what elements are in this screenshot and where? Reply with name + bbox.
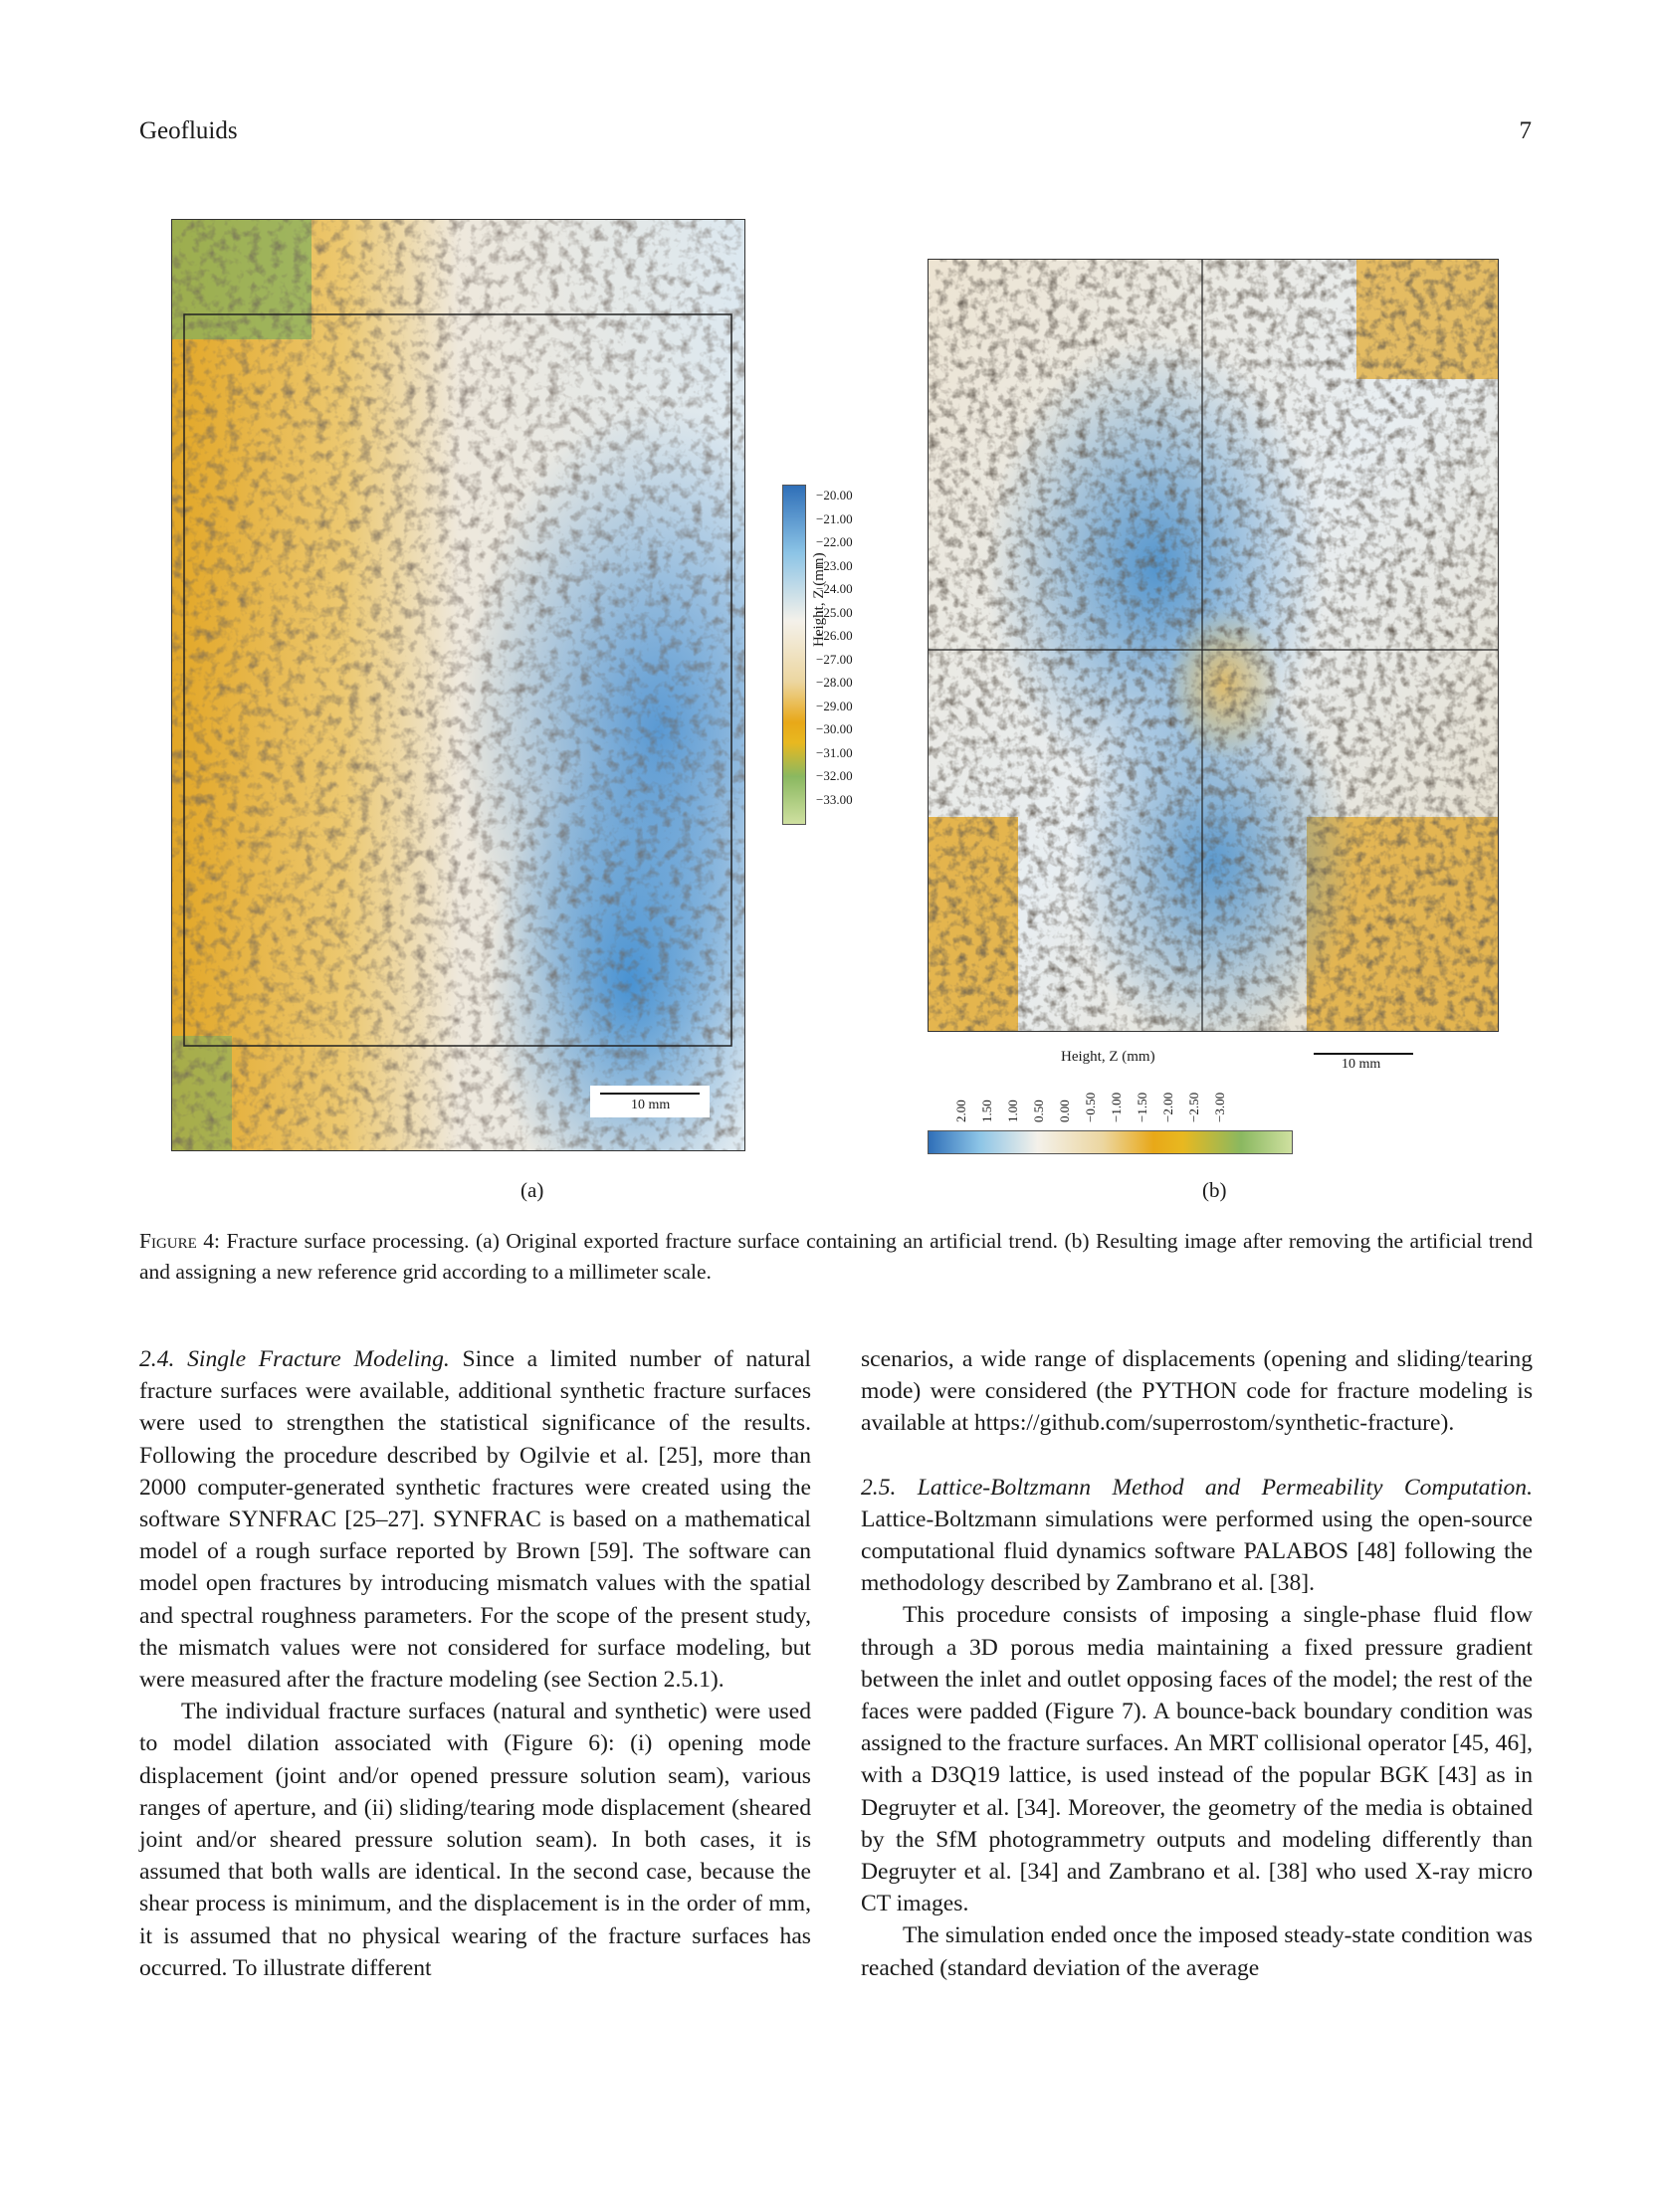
- colorbar-b-tick-label: −3.00: [1212, 1092, 1227, 1122]
- colorbar-a-tick-label: −23.00: [816, 557, 853, 573]
- fracture-surface-image-b: [928, 259, 1499, 1032]
- colorbar-a-tick-label: −20.00: [816, 488, 853, 503]
- figure-caption-label: Figure 4: [139, 1229, 215, 1253]
- section-2-5-paragraph-2: This procedure consists of imposing a si…: [861, 1602, 1533, 1917]
- colorbar-a-tick-label: −29.00: [816, 698, 853, 713]
- colorbar-b-tick-label: 1.50: [979, 1100, 994, 1122]
- colorbar-a-tick-label: −31.00: [816, 744, 853, 760]
- colorbar-a-tick-label: −33.00: [816, 791, 853, 807]
- section-2-4-paragraph-2: The individual fracture surfaces (natura…: [139, 1699, 811, 1981]
- colorbar-b-tick-label: −1.50: [1135, 1092, 1149, 1122]
- section-2-5-heading: 2.5. Lattice-Boltzmann Method and Permea…: [861, 1474, 1533, 1501]
- colorbar-b: [928, 1130, 1293, 1154]
- section-2-4-paragraph-1: Since a limited number of natural fractu…: [139, 1346, 811, 1694]
- left-column: 2.4. Single Fracture Modeling. Since a l…: [139, 1343, 811, 1984]
- scale-bar-label-b: 10 mm: [1342, 1057, 1381, 1072]
- colorbar-b-tick-label: 0.50: [1031, 1100, 1046, 1122]
- colorbar-b-tick-label: −1.00: [1109, 1092, 1124, 1122]
- colorbar-b-title: Height, Z (mm): [1061, 1049, 1155, 1065]
- colorbar-b-tick-label: 0.00: [1057, 1100, 1072, 1122]
- page-number: 7: [1519, 117, 1533, 144]
- section-2-5-paragraph-3: The simulation ended once the imposed st…: [861, 1922, 1533, 1981]
- section-2-4-heading: 2.4. Single Fracture Modeling.: [139, 1346, 450, 1372]
- colorbar-b-tick-label: −2.00: [1160, 1092, 1175, 1122]
- figure-sublabel-b: (b): [1202, 1178, 1227, 1202]
- colorbar-a-tick-label: −21.00: [816, 510, 853, 526]
- colorbar-a-tick-label: −32.00: [816, 768, 853, 783]
- colorbar-a-tick-label: −26.00: [816, 628, 853, 643]
- colorbar-b-tick-label: −0.50: [1083, 1092, 1098, 1122]
- figure-sublabel-a: (a): [520, 1178, 544, 1202]
- section-2-5-paragraph-1: Lattice-Boltzmann simulations were perfo…: [861, 1506, 1533, 1597]
- figure-caption-text: : Fracture surface processing. (a) Origi…: [139, 1229, 1533, 1284]
- right-column: scenarios, a wide range of displacements…: [861, 1343, 1533, 1984]
- scale-bar-label-a: 10 mm: [631, 1098, 671, 1112]
- colorbar-b-tick-label: 1.00: [1005, 1100, 1020, 1122]
- section-2-4-continuation: scenarios, a wide range of displacements…: [861, 1346, 1533, 1437]
- colorbar-a-title: Height, Z (mm): [811, 552, 827, 647]
- colorbar-b-tick-label: 2.00: [953, 1100, 968, 1122]
- scale-bar-b: [1314, 1053, 1413, 1055]
- colorbar-a-tick-label: −22.00: [816, 534, 853, 549]
- colorbar-a-tick-label: −28.00: [816, 675, 853, 690]
- colorbar-a-tick-label: −27.00: [816, 651, 853, 667]
- figure-caption: Figure 4: Fracture surface processing. (…: [139, 1226, 1533, 1288]
- fracture-surface-image-a: [171, 219, 745, 1151]
- colorbar-b-tick-label: −2.50: [1186, 1092, 1201, 1122]
- colorbar-a-tick-label: −25.00: [816, 604, 853, 620]
- journal-name: Geofluids: [139, 117, 238, 144]
- colorbar-a-tick-label: −30.00: [816, 721, 853, 736]
- colorbar-a-tick-label: −24.00: [816, 581, 853, 596]
- colorbar-a: [782, 485, 806, 825]
